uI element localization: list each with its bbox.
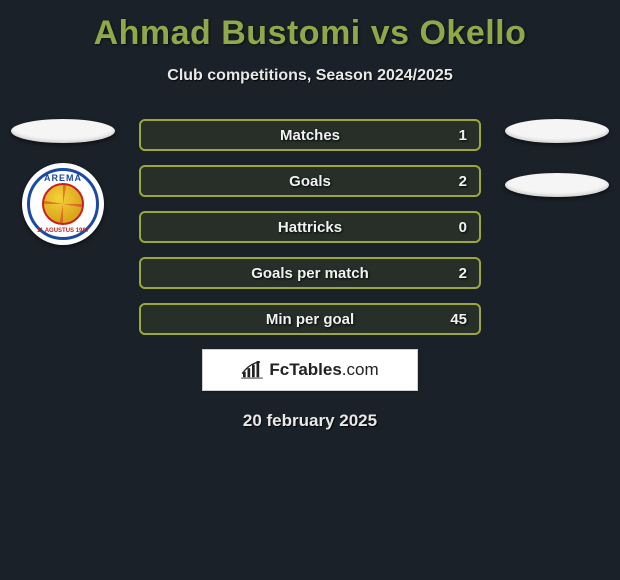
player1-club-crest: AREMA 11 AGUSTUS 1987 [22, 163, 104, 245]
comparison-panel: AREMA 11 AGUSTUS 1987 Matches 1 Goals 2 … [0, 119, 620, 431]
stat-row: Goals 2 [139, 165, 481, 197]
stat-value-right: 1 [459, 127, 467, 144]
stat-row: Min per goal 45 [139, 303, 481, 335]
stat-row: Matches 1 [139, 119, 481, 151]
stat-value-right: 0 [459, 219, 467, 236]
stat-row: Hattricks 0 [139, 211, 481, 243]
stat-row: Goals per match 2 [139, 257, 481, 289]
brand-watermark: FcTables.com [202, 349, 418, 391]
stat-label: Goals per match [251, 265, 369, 282]
stats-list: Matches 1 Goals 2 Hattricks 0 Goals per … [139, 119, 481, 335]
brand-text: FcTables.com [269, 360, 378, 380]
stat-value-right: 2 [459, 265, 467, 282]
stat-label: Min per goal [266, 311, 354, 328]
player2-club-placeholder-icon [505, 173, 609, 197]
subtitle: Club competitions, Season 2024/2025 [0, 67, 620, 85]
stat-value-right: 2 [459, 173, 467, 190]
stat-label: Hattricks [278, 219, 342, 236]
page-title: Ahmad Bustomi vs Okello [0, 0, 620, 53]
stat-label: Goals [289, 173, 331, 190]
crest-top-text: AREMA [30, 173, 96, 183]
player1-placeholder-icon [11, 119, 115, 143]
player2-column [502, 119, 612, 197]
date-label: 20 february 2025 [0, 411, 620, 431]
stat-label: Matches [280, 127, 340, 144]
player1-column: AREMA 11 AGUSTUS 1987 [8, 119, 118, 245]
crest-bottom-text: 11 AGUSTUS 1987 [30, 228, 96, 234]
player2-placeholder-icon [505, 119, 609, 143]
bar-chart-icon [241, 361, 263, 379]
stat-value-right: 45 [450, 311, 467, 328]
crest-center-icon [42, 183, 84, 225]
